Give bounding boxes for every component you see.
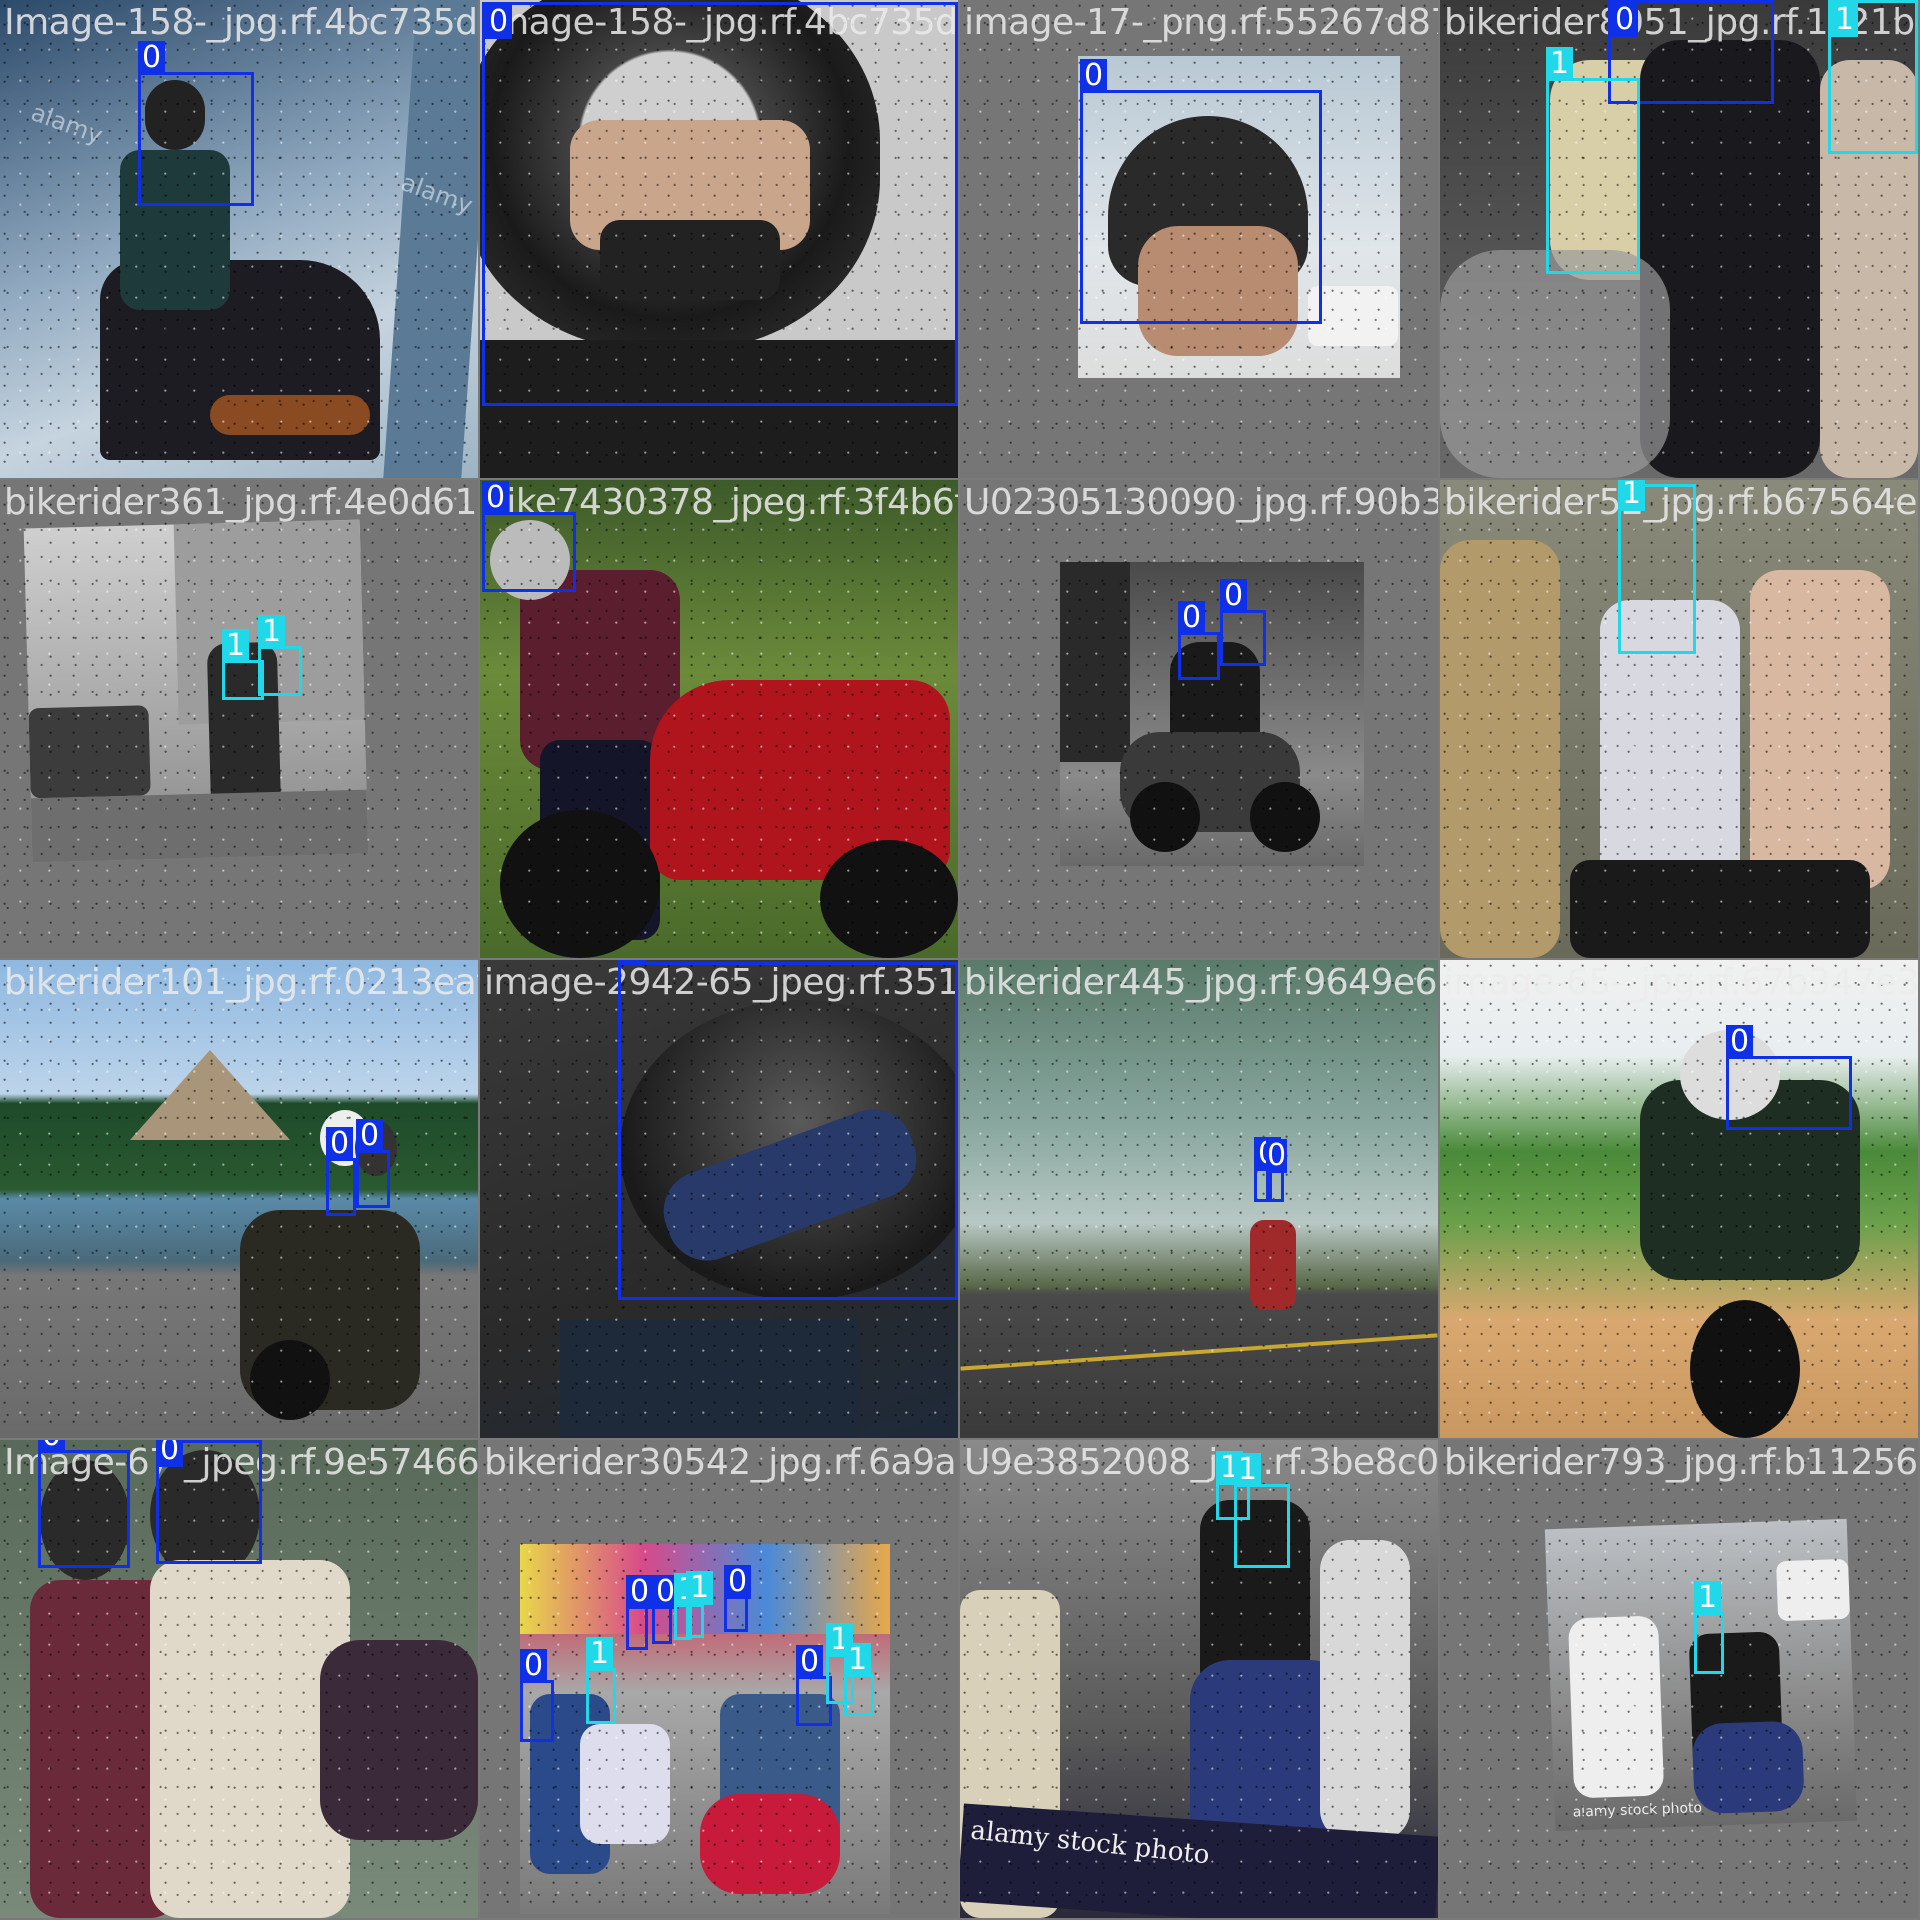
tile-filename: bikerider101_jpg.rf.0213eaff bbox=[4, 962, 478, 1003]
tile-filename: image-65-_jpg.rf.67b347e3 bbox=[1444, 962, 1918, 1003]
tile-13[interactable]: Image-67-_jpeg.rf.9e574663 0 0 bbox=[0, 1440, 478, 1918]
detection-box[interactable]: 1 bbox=[1828, 0, 1918, 154]
detection-box[interactable]: 1 bbox=[686, 1571, 714, 1638]
class-label: 0 bbox=[1726, 1025, 1754, 1059]
class-label: 0 bbox=[156, 1440, 184, 1467]
tile-filename: bikerider361_jpg.rf.4e0d615 bbox=[4, 482, 478, 523]
class-label: 0 bbox=[485, 5, 513, 39]
photo: alamy stock photo bbox=[960, 1440, 1438, 1918]
photo bbox=[1440, 960, 1918, 1438]
class-label: 0 bbox=[1080, 59, 1108, 93]
detection-box[interactable]: 0 bbox=[626, 1575, 654, 1650]
class-label: 0 bbox=[796, 1645, 824, 1679]
class-label: 1 bbox=[258, 615, 286, 649]
photo bbox=[0, 960, 478, 1438]
tile-9[interactable]: bikerider101_jpg.rf.0213eaff 0 0 bbox=[0, 960, 478, 1438]
class-label: 0 bbox=[520, 1649, 548, 1683]
detection-box[interactable]: 0 bbox=[618, 960, 958, 1300]
tile-16[interactable]: alamy stock photo bikerider793_jpg.rf.b1… bbox=[1440, 1440, 1918, 1918]
detection-box[interactable]: 0 bbox=[138, 41, 254, 206]
detection-box[interactable]: 0 bbox=[1220, 579, 1266, 666]
class-label: 1 bbox=[1618, 480, 1646, 511]
detection-box[interactable]: 1 bbox=[1694, 1581, 1724, 1674]
watermark-alamy-stock: alamy stock photo bbox=[1572, 1800, 1703, 1821]
tile-6[interactable]: bike7430378_jpeg.rf.3f4b6f90ed 0 bbox=[480, 480, 958, 958]
photo: alamy stock photo bbox=[1544, 1518, 1858, 1832]
tile-1[interactable]: alamy alamy Image-158-_jpg.rf.4bc735d8c6… bbox=[0, 0, 478, 478]
class-label: 0 bbox=[38, 1440, 66, 1453]
detection-box[interactable]: 0 bbox=[356, 1119, 390, 1208]
detection-box[interactable]: 1 bbox=[1618, 480, 1696, 654]
class-label: 1 bbox=[1546, 47, 1574, 81]
class-label: 0 bbox=[326, 1127, 354, 1161]
tile-filename: bikerider445_jpg.rf.9649e6e0 bbox=[964, 962, 1438, 1003]
tile-8[interactable]: bikerider52_jpg.rf.b67564e2 1 bbox=[1440, 480, 1918, 958]
class-label: 0 bbox=[724, 1565, 752, 1599]
detection-box[interactable]: 0 bbox=[482, 481, 576, 592]
class-label: 0 bbox=[1266, 1138, 1288, 1173]
class-label: 0 bbox=[626, 1575, 654, 1609]
detection-box[interactable]: 0 bbox=[482, 2, 958, 406]
detection-box[interactable]: 1 bbox=[1546, 47, 1640, 274]
class-label: 0 bbox=[356, 1119, 384, 1153]
photo bbox=[23, 519, 369, 863]
class-label: 1 bbox=[844, 1643, 872, 1677]
detection-box[interactable]: 0 bbox=[1080, 59, 1322, 324]
tile-5[interactable]: bikerider361_jpg.rf.4e0d615 1 1 bbox=[0, 480, 478, 958]
tile-filename: U9e3852008_jpg.rf.3be8c06540 bbox=[964, 1442, 1438, 1483]
tile-11[interactable]: bikerider445_jpg.rf.9649e6e0 0 0 bbox=[960, 960, 1438, 1438]
class-label: 1 bbox=[222, 629, 250, 663]
detection-box[interactable]: 0 bbox=[724, 1565, 752, 1632]
tile-filename: bikerider30542_jpg.rf.6a9aa2bf bbox=[484, 1442, 958, 1483]
tile-7[interactable]: U02305130090_jpg.rf.90b32ac9 0 0 bbox=[960, 480, 1438, 958]
tile-filename: U02305130090_jpg.rf.90b32ac9 bbox=[964, 482, 1438, 523]
class-label: 0 bbox=[482, 481, 510, 515]
detection-box[interactable]: 0 bbox=[1266, 1139, 1288, 1202]
class-label: 0 bbox=[1220, 579, 1248, 613]
detection-box[interactable]: 0 bbox=[1726, 1025, 1852, 1130]
photo bbox=[1060, 562, 1364, 866]
tile-2[interactable]: Image-158-_jpg.rf.4bc735d8c6f3a7320d4d.4… bbox=[480, 0, 958, 478]
detection-box[interactable]: 1 bbox=[258, 615, 302, 696]
detection-box[interactable]: 1 bbox=[586, 1637, 616, 1724]
class-label: 1 bbox=[1234, 1453, 1262, 1487]
tile-10[interactable]: image-2942-65_jpeg.rf.351a35c4 0 bbox=[480, 960, 958, 1438]
detection-box[interactable]: 0 bbox=[156, 1440, 262, 1564]
tile-filename: Image-158-_jpg.rf.4bc735d8c6f3a7320d4d.4… bbox=[4, 2, 478, 43]
class-label: 0 bbox=[1611, 3, 1639, 37]
tile-filename: bikerider793_jpg.rf.b1125642 bbox=[1444, 1442, 1918, 1483]
photo bbox=[960, 960, 1438, 1438]
detection-box[interactable]: 1 bbox=[844, 1643, 874, 1716]
detection-box[interactable]: 0 bbox=[326, 1127, 356, 1216]
class-label: 1 bbox=[586, 1637, 614, 1671]
class-label: 0 bbox=[1178, 601, 1206, 635]
detection-box[interactable]: 0 bbox=[652, 1575, 680, 1644]
tile-4[interactable]: bikerider8051_jpg.rf.1c21b46 0 1 1 bbox=[1440, 0, 1918, 478]
tile-12[interactable]: image-65-_jpg.rf.67b347e3 0 bbox=[1440, 960, 1918, 1438]
watermark-alamy: alamy bbox=[27, 98, 107, 150]
detection-box[interactable]: 0 bbox=[38, 1440, 130, 1568]
tile-14[interactable]: bikerider30542_jpg.rf.6a9aa2bf 0 1 0 0 1… bbox=[480, 1440, 958, 1918]
class-label: 1 bbox=[1694, 1581, 1722, 1615]
detection-box[interactable]: 1 bbox=[1234, 1453, 1290, 1568]
class-label: 0 bbox=[618, 960, 646, 965]
detection-box[interactable]: 0 bbox=[520, 1649, 554, 1742]
class-label: 1 bbox=[686, 1571, 714, 1605]
tile-15[interactable]: alamy stock photo U9e3852008_jpg.rf.3be8… bbox=[960, 1440, 1438, 1918]
detection-box[interactable]: 0 bbox=[1178, 601, 1220, 680]
tile-filename: image-17-_png.rf.55267d874ec4e8a0c4b7361… bbox=[964, 2, 1438, 43]
class-label: 0 bbox=[138, 41, 166, 75]
tile-3[interactable]: image-17-_png.rf.55267d874ec4e8a0c4b7361… bbox=[960, 0, 1438, 478]
class-label: 1 bbox=[1831, 3, 1859, 37]
